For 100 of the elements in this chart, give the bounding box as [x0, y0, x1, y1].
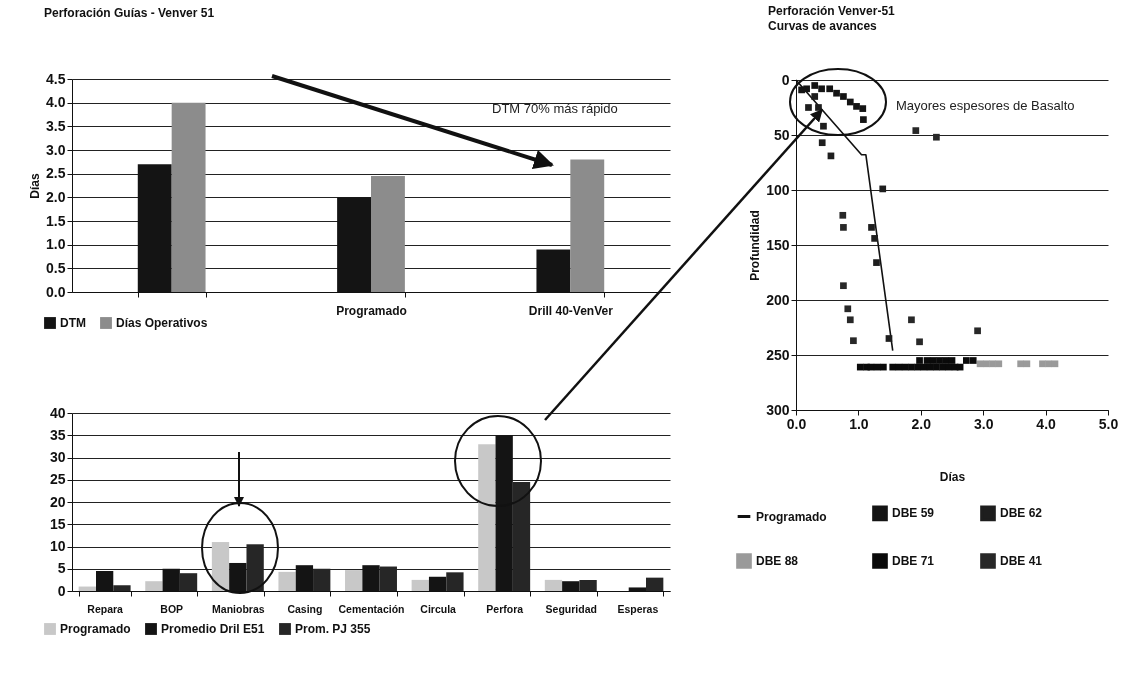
point [840, 93, 847, 100]
point [880, 363, 887, 371]
point [948, 357, 956, 364]
legend-label: Promedio Dril E51 [161, 622, 265, 636]
y-tick-label: 3.5 [46, 117, 66, 134]
y-tick-label: 1.5 [46, 212, 66, 229]
bar [579, 579, 597, 591]
point [811, 82, 819, 89]
x-tick-label: 1.0 [849, 415, 869, 432]
x-tick-label: 3.0 [973, 415, 994, 432]
point [916, 338, 923, 346]
legend-label: Programado [756, 509, 827, 524]
y-tick-label: 2.5 [46, 165, 66, 182]
point [871, 235, 878, 242]
point [936, 357, 943, 364]
bar [278, 571, 296, 591]
x-tick-label: Repara [87, 602, 124, 615]
legend-label: DBE 59 [892, 506, 935, 521]
legend-label: Prom. PJ 355 [295, 622, 371, 636]
point [846, 316, 854, 324]
point [995, 360, 1003, 368]
x-tick-label: Circula [420, 602, 457, 615]
annotation: DTM 70% más rápido [492, 101, 618, 116]
annotation: Mayores espesores de Basalto [896, 98, 1075, 113]
y-tick-label: 4.0 [46, 94, 66, 111]
x-tick-label: Perfora [486, 602, 524, 615]
point [1039, 360, 1046, 368]
point [976, 360, 984, 368]
legend-label: DTM [60, 316, 86, 330]
y-tick-label: 1.0 [46, 236, 66, 253]
y-tick-label: 3.0 [46, 141, 66, 158]
point [908, 316, 915, 324]
y-tick-label: 10 [49, 538, 66, 554]
point [820, 122, 827, 130]
point [815, 104, 822, 111]
chart-title: Perforación Venver-51 [768, 4, 896, 18]
bar [171, 102, 206, 292]
y-tick-label: 0.0 [46, 283, 66, 300]
y-tick-label: 2.0 [46, 188, 66, 205]
y-tick-label: 0 [781, 71, 790, 88]
point [853, 103, 860, 110]
bar [646, 577, 664, 591]
x-tick-label: Drill 40-VenVer [528, 303, 614, 318]
point [833, 89, 840, 97]
y-tick-label: 250 [766, 346, 790, 363]
y-tick-label: 100 [766, 181, 790, 198]
point [840, 282, 847, 290]
bar [179, 573, 198, 591]
point [1045, 360, 1053, 368]
bar [446, 572, 464, 591]
x-tick-label: 0.0 [786, 415, 807, 432]
point [916, 357, 923, 364]
y-axis-title: Días [28, 173, 43, 199]
x-tick-label: 4.0 [1036, 415, 1057, 432]
y-tick-label: 25 [49, 471, 66, 488]
point [1051, 360, 1059, 368]
y-tick-label: 5 [57, 560, 66, 577]
point [805, 104, 812, 111]
point [803, 85, 810, 93]
y-tick-label: 40 [49, 404, 66, 421]
point [889, 363, 897, 371]
x-tick-label: 2.0 [911, 415, 932, 432]
point [868, 224, 875, 231]
legend-label: DBE 88 [756, 554, 799, 568]
x-tick-label: Esperas [617, 602, 659, 615]
point [989, 360, 996, 368]
point [844, 305, 852, 313]
point [929, 357, 937, 364]
bar [211, 542, 230, 591]
point [818, 139, 826, 147]
point [839, 211, 847, 219]
point [923, 357, 931, 364]
bar [371, 176, 405, 292]
point [933, 133, 940, 141]
y-tick-label: 150 [766, 236, 790, 253]
x-tick-label: Seguridad [545, 602, 597, 615]
bar [145, 581, 163, 591]
y-tick-label: 50 [773, 126, 790, 143]
bar [345, 570, 363, 591]
y-tick-label: 300 [766, 401, 790, 418]
point [879, 185, 887, 193]
point [885, 335, 893, 342]
point [939, 363, 946, 371]
point [914, 363, 922, 371]
point [818, 85, 825, 93]
legend-label: DBE 41 [1000, 554, 1043, 568]
chart-title: Perforación Guías - Venver 51 [44, 6, 215, 20]
y-tick-label: 200 [766, 291, 790, 308]
y-tick-label: 0.5 [46, 259, 66, 276]
bar [411, 579, 429, 591]
point [982, 360, 990, 368]
point [859, 105, 867, 112]
y-tick-label: 20 [49, 493, 66, 510]
bar [113, 585, 131, 591]
point [826, 85, 834, 93]
x-tick-label: Casing [287, 602, 323, 615]
bar [478, 444, 496, 591]
legend-label: DBE 62 [1000, 506, 1043, 521]
point [912, 127, 920, 134]
x-tick-label: 5.0 [1098, 415, 1119, 432]
